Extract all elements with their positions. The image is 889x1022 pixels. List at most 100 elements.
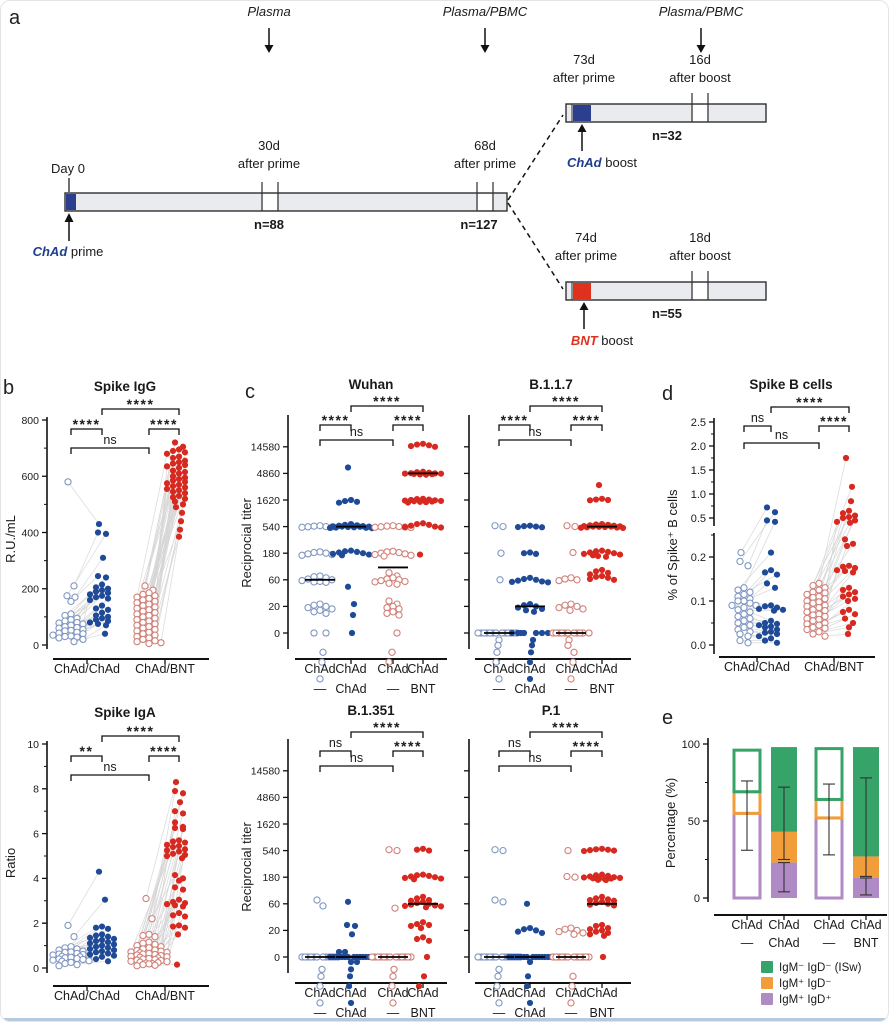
bnt-boost-marker bbox=[573, 283, 591, 299]
bnt-boost-label-rest: boost bbox=[597, 333, 634, 348]
svg-text:0: 0 bbox=[694, 893, 700, 905]
chart-b117: B.1.1.7****ns********ChAd ChAd ChAd ChAd— Ch… bbox=[464, 377, 631, 696]
points-chad-prime-chad-bnt-arm- bbox=[549, 522, 593, 683]
svg-text:—: — bbox=[823, 936, 836, 950]
legend: IgM⁻ IgD⁻ (ISw) IgM⁺ IgD⁻ IgM⁺ IgD⁺ bbox=[761, 961, 862, 1006]
svg-text:ChAd/BNT: ChAd/BNT bbox=[135, 989, 195, 1003]
svg-text:1620: 1620 bbox=[257, 819, 281, 831]
y-axis: 0 2 4 6 8 10 bbox=[27, 739, 48, 975]
svg-text:****: **** bbox=[573, 412, 601, 428]
chad-prime-marker bbox=[66, 194, 76, 210]
svg-text:0: 0 bbox=[33, 640, 39, 652]
category-labels: ChAd/ChAd ChAd/BNT bbox=[724, 660, 864, 674]
chad-boost-label-rest: boost bbox=[601, 155, 638, 170]
svg-text:****: **** bbox=[373, 393, 401, 409]
timepoint-73d: 73d after prime bbox=[553, 51, 615, 87]
sampling-arrows bbox=[264, 28, 706, 53]
svg-text:600: 600 bbox=[21, 471, 39, 483]
panel-letter-a: a bbox=[9, 7, 21, 29]
svg-text:6: 6 bbox=[33, 828, 39, 840]
svg-text:ChAd/ChAd: ChAd/ChAd bbox=[54, 662, 120, 676]
svg-text:****: **** bbox=[150, 743, 178, 759]
svg-text:ChAd: ChAd bbox=[407, 662, 438, 676]
category-labels: ChAd/ChAd ChAd/BNT bbox=[54, 662, 195, 676]
svg-text:ns: ns bbox=[528, 751, 541, 765]
svg-text:—: — bbox=[387, 682, 400, 696]
median-lines bbox=[305, 902, 438, 958]
y-axis bbox=[464, 415, 470, 649]
chad-prime-arrow bbox=[64, 213, 74, 241]
svg-text:ChAd: ChAd bbox=[304, 986, 335, 1000]
cohort-n32: n=32 bbox=[652, 128, 682, 143]
svg-text:ChAd/ChAd: ChAd/ChAd bbox=[54, 989, 120, 1003]
svg-text:ChAd: ChAd bbox=[407, 986, 438, 1000]
svg-text:ChAd: ChAd bbox=[335, 662, 366, 676]
svg-text:4: 4 bbox=[33, 873, 39, 885]
points-chad-bnt-post-boost bbox=[163, 778, 189, 968]
svg-text:100: 100 bbox=[682, 739, 700, 751]
timepoint-18d-caption: after boost bbox=[669, 248, 731, 263]
page-bottom-edge bbox=[1, 1018, 888, 1021]
svg-text:IgM⁻ IgD⁻ (ISw): IgM⁻ IgD⁻ (ISw) bbox=[779, 962, 862, 974]
svg-text:P.1: P.1 bbox=[542, 703, 561, 718]
svg-text:ChAd: ChAd bbox=[514, 662, 545, 676]
svg-text:Spike IgG: Spike IgG bbox=[94, 379, 156, 394]
svg-text:ChAd: ChAd bbox=[586, 662, 617, 676]
svg-text:ns: ns bbox=[528, 425, 541, 439]
svg-text:ChAd: ChAd bbox=[514, 1006, 545, 1020]
cohort-n55: n=55 bbox=[652, 306, 682, 321]
points-chad-bnt-pre-boost bbox=[127, 894, 171, 970]
svg-text:ChAd: ChAd bbox=[514, 986, 545, 1000]
chad-boost-bar bbox=[565, 93, 767, 123]
points-chad-bnt-boost bbox=[401, 440, 445, 558]
category-labels: ChAd/ChAd ChAd/BNT bbox=[54, 989, 195, 1003]
sampling-label-plasma-pbmc-2: Plasma/PBMC bbox=[658, 4, 744, 19]
points-chad-chad-boost bbox=[508, 522, 552, 683]
svg-text:****: **** bbox=[552, 393, 580, 409]
svg-text:ChAd: ChAd bbox=[768, 936, 799, 950]
stacked-bars bbox=[732, 747, 879, 900]
svg-text:ChAd/BNT: ChAd/BNT bbox=[135, 662, 195, 676]
svg-text:BNT: BNT bbox=[590, 1006, 615, 1020]
svg-text:IgM⁺ IgD⁻: IgM⁺ IgD⁻ bbox=[779, 978, 831, 990]
median-lines bbox=[484, 525, 617, 634]
y-axis: 0.5 1.0 1.5 2.0 2.5 0.0 0.1 0.2 bbox=[691, 417, 715, 654]
points-chad-chad-pre-boost bbox=[49, 478, 87, 646]
svg-text:—: — bbox=[314, 1006, 327, 1020]
timepoint-30d: 30d after prime bbox=[238, 137, 300, 173]
y-axis: 0 50 100 bbox=[682, 738, 709, 905]
timeline-graphics bbox=[64, 28, 767, 329]
svg-text:ns: ns bbox=[775, 428, 788, 442]
y-axis: 0 200 400 600 800 bbox=[21, 415, 48, 652]
timepoint-68d: 68d after prime bbox=[454, 137, 516, 173]
svg-text:Reciprocial titer: Reciprocial titer bbox=[239, 822, 254, 912]
svg-text:ChAd: ChAd bbox=[850, 918, 881, 932]
chart-spike_iga: Spike IgA Ratio 0 2 4 6 8 10 ** ns **** **** ChAd/Ch… bbox=[3, 705, 209, 1003]
legend-swatch-orange bbox=[761, 977, 773, 989]
svg-text:****: **** bbox=[322, 412, 350, 428]
svg-text:ChAd/BNT: ChAd/BNT bbox=[804, 660, 864, 674]
svg-text:ChAd: ChAd bbox=[555, 662, 586, 676]
svg-text:—: — bbox=[565, 682, 578, 696]
svg-text:—: — bbox=[493, 682, 506, 696]
svg-text:****: **** bbox=[501, 412, 529, 428]
svg-text:540: 540 bbox=[262, 845, 280, 857]
legend-swatch-purple bbox=[761, 993, 773, 1005]
svg-text:BNT: BNT bbox=[590, 682, 615, 696]
svg-text:BNT: BNT bbox=[411, 1006, 436, 1020]
svg-text:ChAd: ChAd bbox=[335, 986, 366, 1000]
significance-brackets: ****ns******** bbox=[319, 393, 424, 446]
points-chad-prime-chad-bnt-arm- bbox=[371, 522, 415, 666]
svg-text:ChAd: ChAd bbox=[377, 986, 408, 1000]
x-axis bbox=[714, 914, 887, 920]
chad-boost-marker bbox=[573, 105, 591, 121]
svg-text:0: 0 bbox=[274, 952, 280, 964]
points-chad-chad-pre-boost bbox=[728, 548, 760, 647]
points-chad-chad-pre-boost bbox=[49, 921, 93, 970]
